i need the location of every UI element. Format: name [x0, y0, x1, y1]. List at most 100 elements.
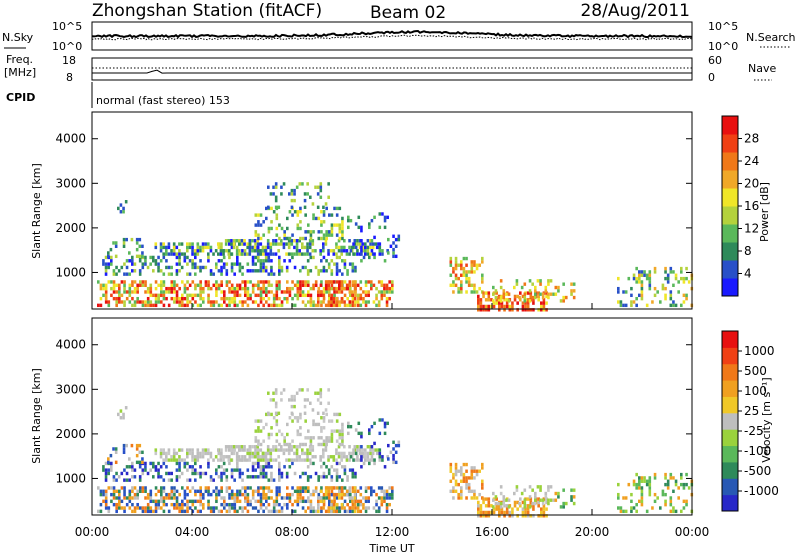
- power-cell: [293, 283, 297, 287]
- velocity-cell: [319, 391, 323, 395]
- power-cell: [465, 290, 468, 294]
- velocity-cell: [511, 507, 514, 511]
- power-cell: [557, 289, 560, 293]
- power-cell: [262, 280, 265, 284]
- velocity-cell: [330, 486, 333, 490]
- power-cell: [526, 298, 530, 302]
- velocity-cell: [159, 451, 163, 456]
- power-cell: [141, 280, 145, 284]
- power-cell: [299, 280, 302, 284]
- power-cell: [175, 296, 179, 301]
- velocity-cell: [167, 478, 171, 482]
- velocity-cell: [170, 502, 174, 507]
- velocity-cell: [460, 472, 463, 477]
- power-cell: [196, 252, 200, 256]
- power-cell: [191, 252, 194, 256]
- velocity-colorbar-frame: [721, 330, 739, 512]
- power-cell: [319, 185, 323, 189]
- velocity-cell: [180, 471, 184, 476]
- velocity-cell: [245, 458, 249, 462]
- power-cell: [309, 255, 313, 260]
- velocity-cell: [346, 502, 349, 507]
- velocity-cell: [322, 439, 326, 443]
- power-cell: [511, 308, 514, 312]
- power-cell: [545, 301, 548, 305]
- velocity-cell: [306, 455, 309, 459]
- velocity-cell: [223, 496, 226, 500]
- velocity-cell: [325, 442, 328, 447]
- velocity-cell: [335, 458, 338, 462]
- power-colorbar-swatch: [722, 152, 738, 171]
- power-cell: [225, 303, 229, 308]
- power-cell: [319, 290, 323, 294]
- power-cell: [481, 256, 484, 261]
- velocity-cell: [162, 489, 166, 493]
- power-cell: [99, 286, 103, 291]
- power-cell: [386, 249, 389, 253]
- power-cell: [199, 259, 202, 263]
- power-cell: [272, 296, 276, 301]
- power-cell: [165, 249, 168, 253]
- power-cell: [470, 283, 474, 287]
- power-cell: [345, 252, 349, 256]
- velocity-cell: [677, 496, 680, 500]
- power-cell: [348, 280, 352, 284]
- velocity-cell: [680, 509, 683, 514]
- power-cell: [341, 216, 344, 221]
- power-cell: [638, 273, 641, 277]
- velocity-cell: [287, 451, 291, 456]
- power-cell: [308, 242, 312, 246]
- power-cell: [254, 213, 258, 217]
- power-cell: [348, 283, 352, 287]
- power-cell: [356, 296, 360, 301]
- velocity-cell: [186, 461, 189, 466]
- power-cell: [131, 280, 134, 284]
- velocity-cell: [328, 419, 331, 423]
- velocity-cell: [122, 412, 125, 417]
- power-cell: [217, 259, 221, 263]
- velocity-cell: [135, 453, 139, 458]
- power-cell: [498, 308, 501, 312]
- power-cell: [133, 280, 137, 284]
- velocity-cell: [460, 469, 463, 473]
- power-cell: [259, 242, 263, 246]
- velocity-cell: [335, 509, 338, 514]
- velocity-cell: [545, 497, 548, 501]
- velocity-cell: [369, 445, 372, 449]
- power-cell: [264, 259, 268, 263]
- velocity-cell: [682, 486, 686, 490]
- power-cell: [304, 293, 307, 298]
- power-cell: [270, 283, 273, 287]
- power-cell: [122, 206, 125, 211]
- velocity-cell: [133, 468, 137, 472]
- power-cell: [307, 290, 310, 294]
- power-cell: [301, 182, 304, 186]
- power-cell: [283, 290, 286, 294]
- velocity-cell: [135, 447, 139, 451]
- power-cell: [191, 262, 194, 266]
- power-cell: [368, 255, 371, 260]
- power-cell: [138, 272, 142, 276]
- velocity-cell: [172, 458, 176, 462]
- power-cell: [373, 255, 376, 260]
- velocity-cell: [327, 401, 330, 405]
- velocity-cell: [114, 460, 118, 465]
- power-cell: [465, 273, 468, 277]
- power-cell: [545, 308, 548, 312]
- velocity-cell: [370, 445, 374, 449]
- power-scatter-cells: [97, 182, 694, 312]
- velocity-cell: [322, 492, 326, 497]
- velocity-cell: [283, 436, 286, 440]
- power-cell: [191, 280, 195, 284]
- time-xtick-label: 04:00: [175, 525, 210, 539]
- velocity-cell: [209, 506, 213, 510]
- velocity-cell: [341, 432, 344, 437]
- power-cell: [470, 263, 474, 267]
- power-colorbar-tick-label: 20: [744, 177, 759, 191]
- power-cell: [115, 265, 118, 270]
- power-cell: [104, 272, 108, 276]
- velocity-cell: [554, 491, 558, 496]
- velocity-cell: [306, 478, 310, 482]
- velocity-cell: [259, 486, 263, 490]
- velocity-cell: [317, 442, 321, 447]
